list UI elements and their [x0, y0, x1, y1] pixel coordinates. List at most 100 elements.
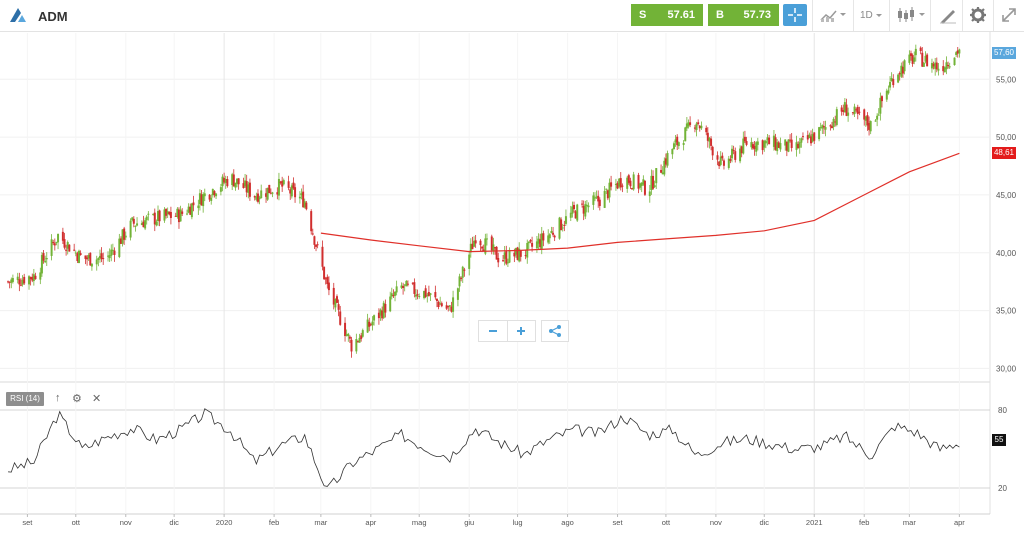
share-button[interactable]	[541, 320, 569, 342]
candle	[39, 267, 42, 285]
zoom-out-button[interactable]	[479, 321, 508, 341]
price-chart[interactable]: 55,00 50,00 45,00 40,00 35,00 30,00 80 20 set o…	[0, 31, 1024, 533]
candle	[790, 132, 793, 152]
candle	[548, 233, 551, 244]
candle	[595, 190, 598, 199]
candle	[811, 128, 814, 143]
candle	[187, 203, 190, 214]
candle	[503, 246, 506, 266]
rsi-indicator-label[interactable]: RSI (14)	[6, 392, 44, 406]
candle	[282, 178, 285, 186]
candle	[697, 119, 700, 126]
candle	[73, 243, 76, 252]
candle	[958, 48, 961, 58]
candle	[689, 116, 692, 128]
candle	[756, 137, 759, 151]
close-icon[interactable]: ✕	[92, 393, 102, 405]
candle	[355, 333, 358, 354]
draw-icon[interactable]	[938, 5, 958, 25]
candle	[829, 124, 832, 131]
candle	[469, 238, 472, 258]
candle	[463, 267, 466, 277]
candle	[140, 220, 143, 226]
candle	[155, 219, 158, 227]
line-chart-icon[interactable]	[818, 5, 848, 25]
candle	[514, 247, 517, 258]
candle	[339, 305, 342, 326]
timeframe-dropdown[interactable]: 1D	[860, 10, 873, 21]
candle	[86, 255, 89, 266]
y-tick-label: 45,00	[996, 191, 1017, 200]
candle	[695, 121, 698, 137]
candle	[177, 207, 180, 229]
candle	[705, 125, 708, 136]
candle	[537, 233, 540, 250]
candle	[90, 263, 93, 271]
candle	[414, 289, 417, 300]
x-tick-label: set	[613, 518, 624, 527]
candle	[190, 202, 193, 220]
candle	[864, 115, 867, 127]
gear-icon[interactable]: ⚙	[72, 393, 82, 405]
candle	[290, 183, 293, 199]
candle	[437, 300, 440, 310]
candle	[224, 175, 227, 189]
candle	[253, 195, 256, 201]
candle	[924, 51, 927, 64]
candle	[76, 251, 79, 264]
candle	[215, 192, 218, 200]
candle	[822, 121, 825, 135]
candle	[34, 272, 37, 280]
crosshair-icon	[788, 8, 802, 22]
candle	[289, 187, 292, 200]
candlestick-icon[interactable]	[895, 5, 927, 25]
candle	[108, 248, 111, 262]
candle	[856, 104, 859, 120]
candle	[853, 103, 856, 118]
candle	[237, 178, 240, 190]
candle	[740, 145, 743, 158]
candle	[231, 172, 234, 191]
candle	[373, 314, 376, 326]
candle	[198, 189, 201, 211]
candle	[880, 95, 883, 108]
candle	[768, 134, 771, 145]
candle	[181, 208, 184, 217]
rsi-y-tick-label: 20	[998, 484, 1007, 493]
candle	[764, 139, 767, 149]
candle	[643, 179, 646, 197]
zoom-in-button[interactable]	[507, 321, 535, 341]
candle	[587, 202, 590, 213]
sell-button[interactable]: S 57.61	[631, 4, 703, 26]
candle	[255, 192, 258, 202]
candle	[508, 247, 511, 264]
last-price-badge: 57,60	[992, 47, 1016, 59]
candle	[539, 233, 542, 249]
candle	[729, 155, 732, 164]
arrow-up-icon[interactable]: ↑	[55, 392, 61, 404]
candle	[356, 340, 359, 343]
expand-icon[interactable]	[1000, 5, 1018, 25]
candle	[300, 188, 303, 200]
candle	[121, 229, 124, 247]
candle	[739, 145, 742, 164]
candle	[294, 183, 297, 203]
candle	[742, 131, 745, 155]
candle	[497, 252, 500, 268]
gear-icon[interactable]	[968, 5, 988, 25]
candle	[824, 120, 827, 137]
candle	[563, 220, 566, 232]
candle	[350, 336, 353, 358]
candle	[661, 166, 664, 175]
candle	[819, 122, 822, 131]
buy-button[interactable]: B 57.73	[708, 4, 779, 26]
candle	[107, 251, 110, 262]
candle	[471, 236, 474, 250]
candle	[842, 104, 845, 116]
candle	[382, 300, 385, 319]
candle	[134, 225, 137, 232]
x-tick-label: mag	[412, 518, 427, 527]
candle	[379, 308, 382, 321]
candle	[626, 175, 629, 193]
crosshair-button[interactable]	[783, 4, 807, 26]
